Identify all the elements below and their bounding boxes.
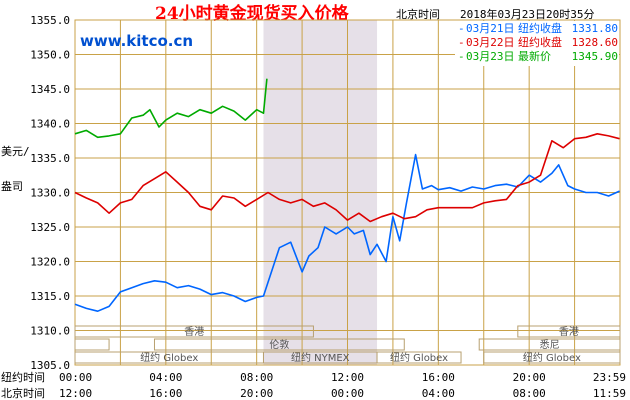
session-label: 纽约 NYMEX [291, 351, 350, 364]
legend-background [455, 21, 619, 66]
y-tick-label: 1340.0 [30, 118, 70, 131]
x-tick-label-ny: 20:00 [513, 371, 546, 384]
y-tick-label: 1335.0 [30, 152, 70, 165]
legend-entry-value: 1328.60 [572, 36, 618, 49]
legend-entry-label: 最新价 [518, 49, 551, 63]
x-tick-label-bj: 12:00 [59, 387, 92, 400]
x-tick-label-ny: 16:00 [422, 371, 455, 384]
clock-label: 北京时间 [396, 7, 440, 21]
y-tick-label: 1315.0 [30, 290, 70, 303]
legend-entry-label: 纽约收盘 [518, 21, 562, 35]
x-axis-ticks: 00:00 12:00 04:00 16:00 08:00 20:00 12:00 00:00… [59, 371, 626, 400]
timestamp: 2018年03月23日20时35分 [460, 7, 594, 21]
legend-entry-date: 03月21日 [466, 22, 515, 35]
chart-title: 24小时黄金现货买入价格 [155, 3, 350, 24]
legend-entry-value: 1345.90 [572, 50, 618, 63]
session-label: 纽约 Globex [523, 351, 581, 364]
x-tick-label-ny: 04:00 [149, 371, 182, 384]
y-tick-label: 1345.0 [30, 83, 70, 96]
session-box [478, 338, 621, 351]
session-label: 伦敦 [269, 338, 289, 351]
x-axis-bj-label: 北京时间 [1, 386, 45, 400]
x-tick-label-bj: 20:00 [240, 387, 273, 400]
x-tick-label-bj: 08:00 [513, 387, 546, 400]
series-line-03月22日 [74, 133, 620, 223]
x-axis-ny-label: 纽约时间 [1, 370, 45, 384]
y-tick-label: 1310.0 [30, 325, 70, 338]
y-tick-label: 1305.0 [30, 359, 70, 372]
series-line-03月23日 [74, 78, 268, 139]
x-tick-label-bj: 04:00 [422, 387, 455, 400]
y-tick-label: 1320.0 [30, 256, 70, 269]
series-lines [74, 78, 620, 312]
session-box [153, 338, 405, 351]
brand-watermark: www.kitco.cn [80, 32, 193, 50]
session-label: 香港 [184, 326, 204, 338]
y-axis-title-line1: 美元/ [1, 145, 30, 158]
x-tick-label-ny: 12:00 [331, 371, 364, 384]
legend-entry-label: 纽约收盘 [518, 35, 562, 49]
legend-entry-dash: - [458, 50, 465, 63]
legend: -03月21日 纽约收盘 1331.80- 03月22日 纽约收盘 1328.60- 03月… [455, 21, 619, 66]
session-box [517, 325, 621, 338]
session-label: 纽约 Globex [390, 351, 448, 364]
legend-entry-dash: - [458, 22, 465, 35]
session-box [483, 351, 621, 364]
y-axis-ticks: 1305.0 1310.0 1315.0 1320.0 1325.0 1330.0 1335… [30, 14, 70, 372]
y-axis-title-line2: 盎司 [1, 179, 23, 193]
series-line-03月21日 [74, 153, 620, 312]
session-label: 悉尼 [540, 339, 560, 351]
session-box [74, 338, 110, 351]
y-tick-label: 1325.0 [30, 221, 70, 234]
legend-entry-value: 1331.80 [572, 22, 618, 35]
x-tick-label-ny: 23:59 [593, 371, 626, 384]
y-tick-label: 1350.0 [30, 49, 70, 62]
session-label: 香港 [559, 326, 579, 338]
y-tick-label: 1330.0 [30, 187, 70, 200]
legend-entry-date: 03月22日 [466, 36, 515, 49]
x-tick-label-bj: 00:00 [331, 387, 364, 400]
legend-entry-date: 03月23日 [466, 50, 515, 63]
y-tick-label: 1355.0 [30, 14, 70, 27]
legend-entry-dash: - [458, 36, 465, 49]
x-tick-label-ny: 00:00 [59, 371, 92, 384]
x-tick-label-bj: 11:59 [593, 387, 626, 400]
x-tick-label-bj: 16:00 [149, 387, 182, 400]
grid [74, 19, 621, 366]
x-tick-label-ny: 08:00 [240, 371, 273, 384]
session-box [74, 325, 314, 338]
session-label: 纽约 Globex [140, 351, 198, 364]
session-box [376, 351, 462, 364]
